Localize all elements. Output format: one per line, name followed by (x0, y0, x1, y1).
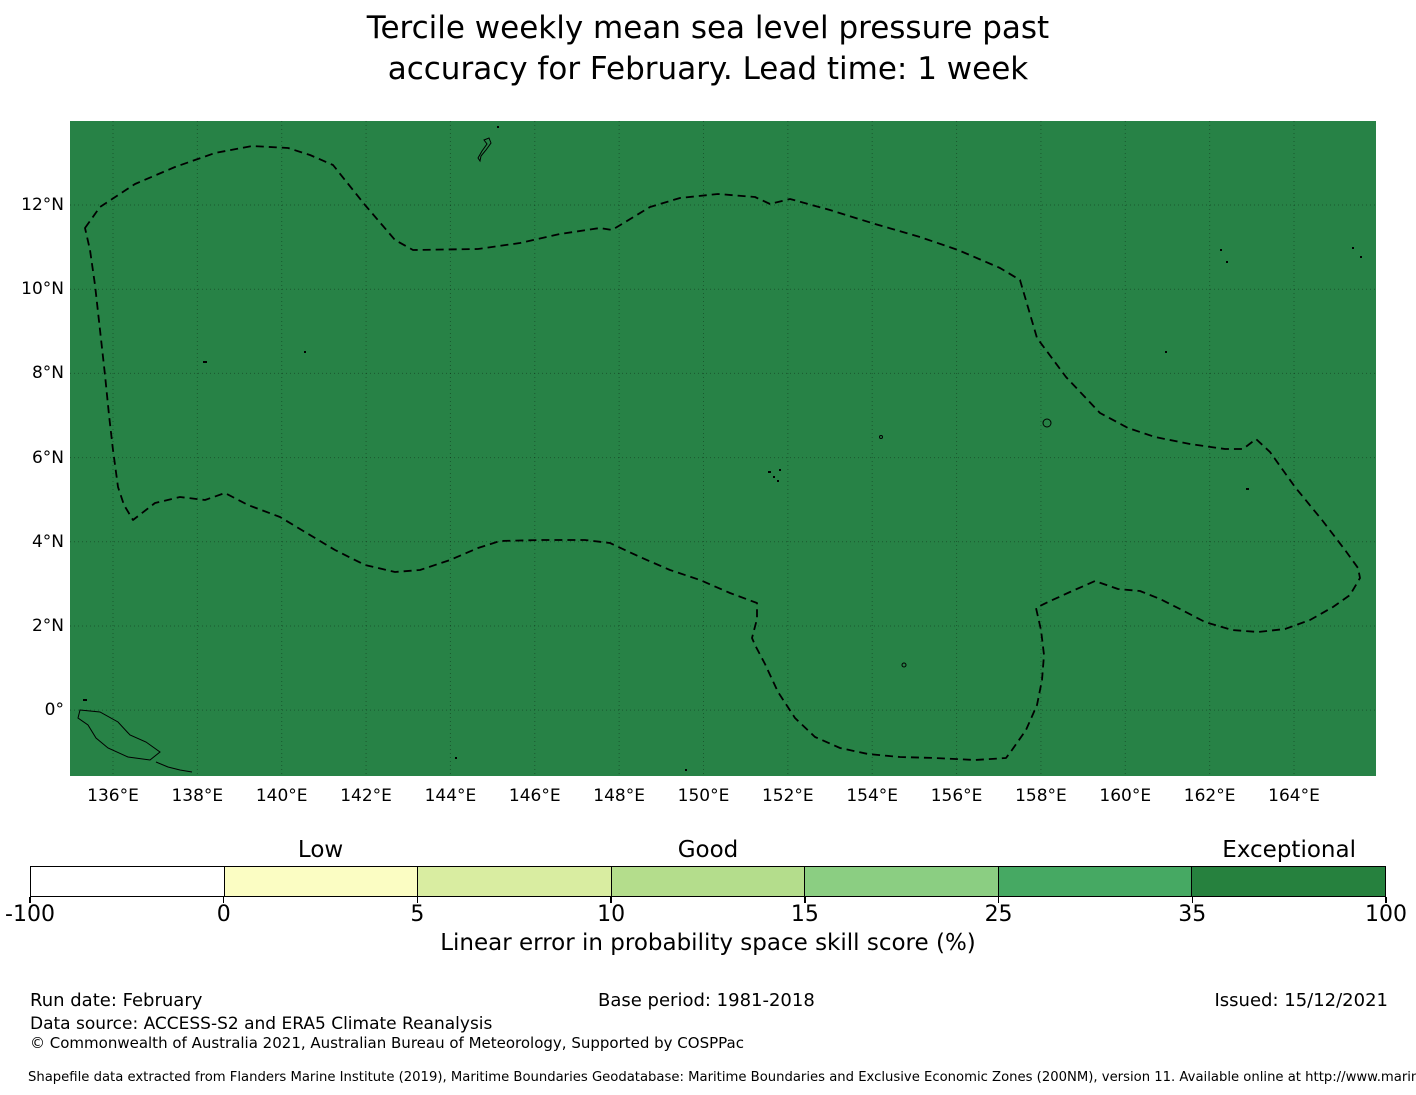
x-tick-label: 144°E (424, 786, 477, 806)
x-tick-label: 136°E (87, 786, 139, 806)
colorbar (30, 866, 1386, 897)
chart-title: Tercile weekly mean sea level pressure p… (0, 8, 1416, 90)
x-tick-label: 164°E (1268, 786, 1320, 806)
y-tick-label: 12°N (21, 195, 64, 215)
kapingamarangi-atoll (901, 662, 907, 668)
copyright-text: © Commonwealth of Australia 2021, Austra… (30, 1034, 744, 1052)
x-tick-label: 162°E (1183, 786, 1236, 806)
colorbar-tick-label: 15 (790, 902, 819, 927)
issued-date-text: Issued: 15/12/2021 (1214, 990, 1388, 1011)
colorbar-segment (224, 867, 419, 896)
colorbar-tick-label: 100 (1365, 902, 1407, 927)
islet-chain (155, 761, 193, 773)
x-tick-label: 148°E (593, 786, 645, 806)
colorbar-segment (418, 867, 612, 896)
colorbar-segment (611, 867, 806, 896)
graticule (70, 121, 1376, 776)
x-tick-label: 160°E (1099, 786, 1152, 806)
x-tick-label: 154°E (846, 786, 899, 806)
colorbar-tick-mark (222, 897, 225, 903)
colorbar-segment (31, 867, 225, 896)
x-tick-label: 142°E (340, 786, 392, 806)
y-tick-label: 2°N (31, 615, 64, 636)
colorbar-axis-label: Linear error in probability space skill … (440, 930, 976, 956)
y-tick-label: 8°N (31, 363, 64, 384)
colorbar-tick-label: -100 (5, 902, 55, 927)
x-tick-label: 150°E (677, 786, 730, 806)
y-tick-label: 10°N (21, 279, 64, 300)
map-sea-fill (70, 121, 1376, 776)
pohnpei-atoll (1042, 418, 1052, 428)
colorbar-tick-mark (610, 897, 612, 903)
colorbar-tick-label: 10 (597, 902, 626, 927)
x-tick-label: 140°E (255, 786, 308, 806)
y-tick-label: 4°N (31, 531, 64, 552)
base-period-text: Base period: 1981-2018 (598, 990, 815, 1011)
x-tick-label: 158°E (1015, 786, 1067, 806)
colorbar-tick-mark (416, 897, 419, 903)
new-guinea-coast (77, 709, 161, 761)
y-tick-label: 6°N (31, 447, 64, 468)
colorbar-tick-label: 25 (984, 902, 1013, 927)
colorbar-tick-label: 35 (1178, 902, 1207, 927)
y-tick-label: 0° (44, 700, 64, 721)
colorbar-tick-mark (997, 897, 1000, 903)
colorbar-tick-mark (29, 897, 31, 903)
island-coastlines (77, 137, 1052, 773)
shapefile-attribution-text: Shapefile data extracted from Flanders M… (28, 1070, 1416, 1085)
x-tick-label: 146°E (508, 786, 561, 806)
title-line-2: accuracy for February. Lead time: 1 week (387, 51, 1029, 87)
small-atoll (879, 435, 883, 439)
colorbar-category-label: Good (677, 837, 739, 863)
eez-dashed-boundary (84, 145, 1361, 761)
colorbar-tick-mark (1191, 897, 1194, 903)
colorbar-segment (1192, 867, 1386, 896)
data-source-text: Data source: ACCESS-S2 and ERA5 Climate … (30, 1014, 493, 1034)
title-line-1: Tercile weekly mean sea level pressure p… (366, 10, 1050, 46)
map-panel (70, 121, 1376, 776)
map-svg (70, 121, 1376, 776)
colorbar-category-label: Low (297, 837, 344, 863)
guam-island (477, 137, 492, 163)
small-islands (83, 126, 1362, 771)
colorbar-tick-label: 0 (216, 902, 231, 927)
colorbar-tick-label: 5 (410, 902, 425, 927)
colorbar-tick-mark (804, 897, 806, 903)
x-tick-label: 156°E (930, 786, 983, 806)
colorbar-tick-mark (1385, 897, 1387, 903)
colorbar-segment (805, 867, 999, 896)
colorbar-category-label: Exceptional (1222, 837, 1356, 863)
colorbar-segment (998, 867, 1193, 896)
x-tick-label: 138°E (171, 786, 224, 806)
run-date-text: Run date: February (30, 990, 203, 1011)
x-tick-label: 152°E (761, 786, 814, 806)
